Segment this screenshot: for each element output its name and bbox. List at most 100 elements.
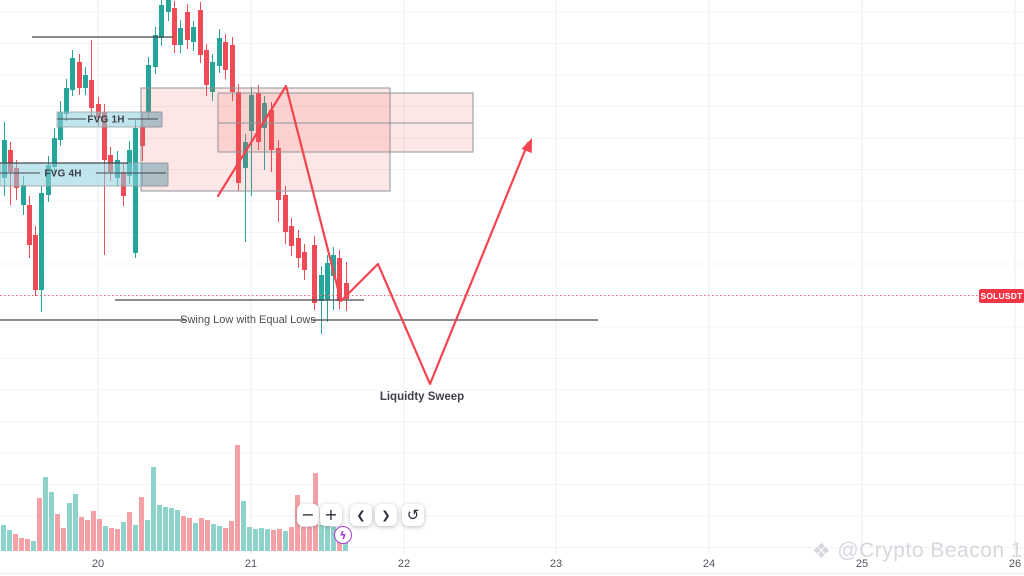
time-axis[interactable]: 20 21 22 23 24 25 26 [0, 556, 1024, 576]
volume-bar [145, 520, 150, 551]
candle-body [319, 275, 324, 301]
candle-body [198, 10, 203, 55]
volume-bar [7, 530, 12, 551]
volume-bar [235, 445, 240, 551]
candle-body [256, 93, 261, 142]
chevron-left-icon: ❮ [356, 508, 366, 522]
time-axis-label: 26 [1008, 558, 1022, 570]
candle-body [39, 193, 44, 290]
quick-trade-button[interactable]: ϟ [334, 526, 352, 544]
volume-bar [331, 527, 336, 551]
volume-bar [277, 529, 282, 551]
volume-bar [205, 520, 210, 551]
volume-bar [163, 507, 168, 551]
candle-body [236, 92, 241, 183]
candle-body [249, 95, 254, 131]
candle-body [289, 226, 294, 246]
candle-body [21, 185, 26, 205]
equal-lows-annotation: Swing Low with Equal Lows [180, 314, 316, 326]
candle-body [276, 148, 281, 200]
zoom-out-button[interactable]: − [297, 504, 319, 526]
volume-bar [151, 467, 156, 551]
volume-bar [13, 534, 18, 551]
projection-arrowhead [521, 138, 532, 154]
candle-body [210, 62, 215, 92]
candle-body [133, 128, 138, 253]
volume-bar [301, 527, 306, 551]
watermark: ❖ @Crypto Beacon 1 [812, 539, 1023, 563]
candle-body [96, 104, 101, 118]
fvg-4h-label: FVG 4H [44, 168, 82, 180]
candle-body [243, 142, 248, 168]
volume-bar [1, 525, 6, 551]
plus-icon: + [324, 505, 338, 524]
volume-bar [229, 521, 234, 551]
volume-bar [121, 522, 126, 551]
axis-divider [0, 573, 1024, 574]
pan-left-button[interactable]: ❮ [350, 504, 372, 526]
candle-body [8, 150, 13, 172]
candle-body [70, 58, 75, 90]
candle-body [223, 42, 228, 70]
volume-bar [19, 538, 24, 551]
time-axis-label: 23 [549, 558, 563, 570]
candle-body [140, 127, 145, 146]
zoom-in-button[interactable]: + [320, 504, 342, 526]
liquidity-sweep-annotation: Liquidty Sweep [379, 391, 465, 403]
trend-projection[interactable] [216, 84, 530, 386]
candle-body [178, 28, 183, 45]
volume-bar [37, 498, 42, 551]
candle-body [230, 45, 235, 92]
volume-bar [181, 516, 186, 551]
candle-body [331, 255, 336, 276]
lightning-icon: ϟ [339, 528, 347, 542]
volume-bar [157, 505, 162, 551]
volume-bar [85, 520, 90, 551]
minus-icon: − [301, 505, 315, 524]
volume-bar [193, 523, 198, 551]
candle-body [153, 35, 158, 67]
supply-zone-box[interactable] [140, 87, 391, 192]
candle-body [64, 88, 69, 114]
candle-body [166, 0, 171, 12]
volume-bar [199, 518, 204, 551]
pan-right-button[interactable]: ❯ [375, 504, 397, 526]
candle-body [83, 75, 88, 88]
time-axis-label: 22 [397, 558, 411, 570]
volume-bar [307, 527, 312, 551]
volume-bar [25, 539, 30, 551]
volume-bar [127, 512, 132, 551]
volume-bar [325, 526, 330, 551]
volume-bar [103, 526, 108, 551]
volume-bar [271, 530, 276, 551]
volume-bar [109, 528, 114, 551]
volume-bar [259, 528, 264, 551]
volume-bar [133, 525, 138, 551]
chevron-right-icon: ❯ [381, 508, 391, 522]
candle-body [283, 195, 288, 232]
volume-bar [187, 518, 192, 551]
fvg-band-handle[interactable] [141, 162, 169, 187]
volume-bar [223, 528, 228, 551]
volume-bar [61, 528, 66, 551]
time-axis-label: 25 [855, 558, 869, 570]
volume-bar [289, 527, 294, 551]
volume-bar [91, 511, 96, 551]
reset-arrow-icon: ↺ [406, 505, 420, 524]
time-axis-label: 24 [702, 558, 716, 570]
volume-bar [241, 501, 246, 551]
volume-bar [49, 492, 54, 551]
volume-bar [115, 529, 120, 551]
volume-bar [319, 525, 324, 551]
reset-view-button[interactable]: ↺ [402, 504, 424, 526]
candle-body [269, 110, 274, 150]
watermark-text: @Crypto Beacon 1 [837, 539, 1024, 562]
volume-bar [283, 531, 288, 551]
volume-bar [43, 477, 48, 551]
candle-body [33, 235, 38, 290]
candle-body [27, 205, 32, 245]
volume-bar [265, 529, 270, 551]
candle-body [159, 5, 164, 38]
